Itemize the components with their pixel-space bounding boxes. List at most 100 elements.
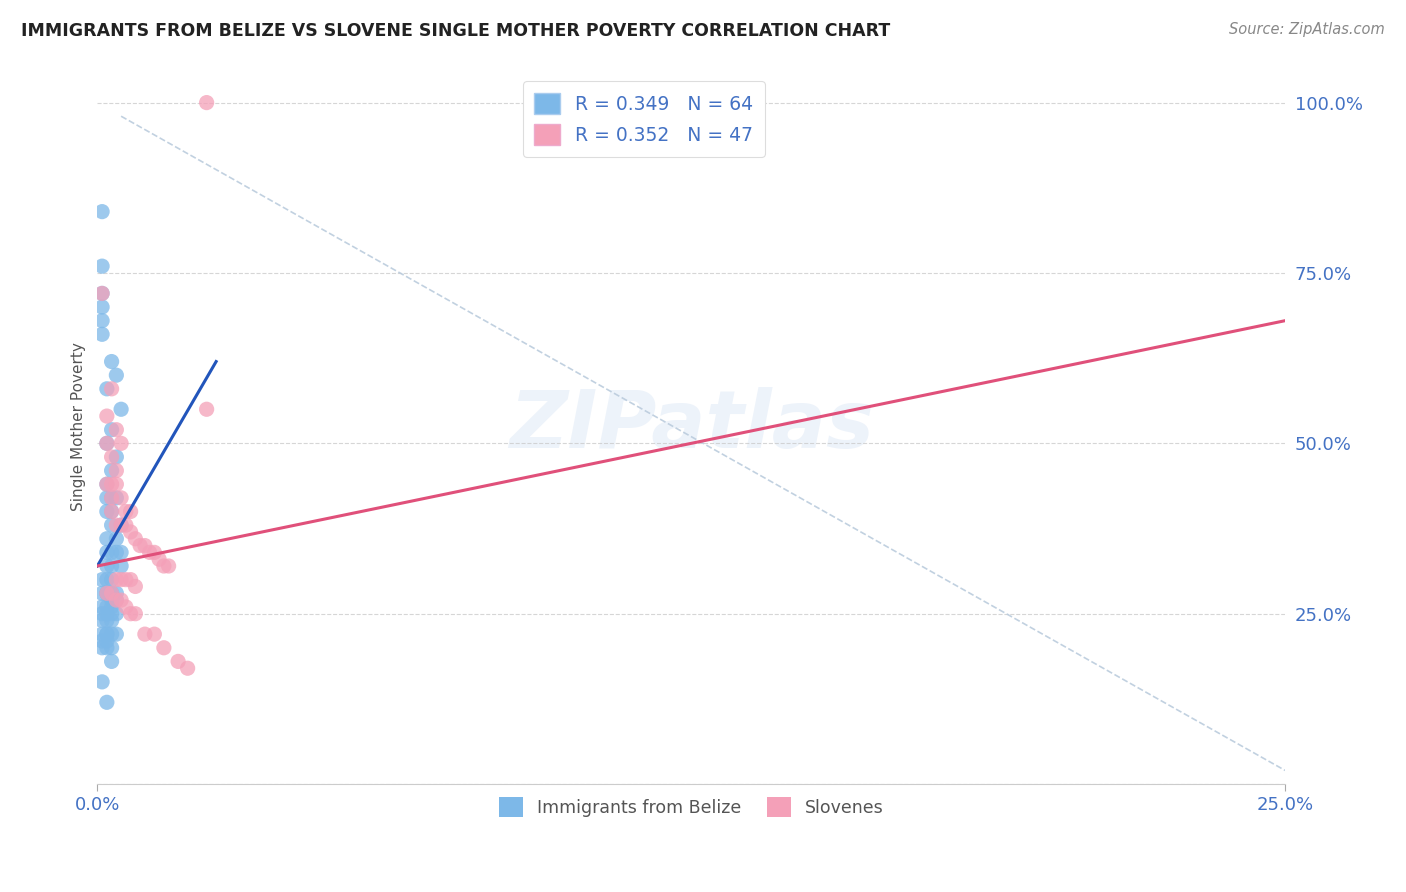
Point [96, 545, 118, 559]
Point [153, 559, 176, 574]
Point [100, 586, 122, 600]
Point [100, 477, 122, 491]
Point [91, 640, 114, 655]
Point [100, 491, 122, 505]
Point [91, 300, 114, 314]
Point [129, 539, 152, 553]
Point [105, 586, 128, 600]
Point [96, 586, 118, 600]
Point [124, 607, 146, 621]
Point [105, 593, 128, 607]
Point [91, 627, 114, 641]
Point [96, 504, 118, 518]
Point [100, 640, 122, 655]
Point [105, 450, 128, 464]
Legend: Immigrants from Belize, Slovenes: Immigrants from Belize, Slovenes [489, 788, 893, 825]
Point [91, 674, 114, 689]
Point [105, 593, 128, 607]
Point [100, 423, 122, 437]
Point [115, 573, 138, 587]
Point [91, 259, 114, 273]
Point [100, 593, 122, 607]
Point [110, 593, 132, 607]
Point [176, 661, 198, 675]
Point [105, 518, 128, 533]
Point [100, 559, 122, 574]
Point [96, 477, 118, 491]
Point [96, 695, 118, 709]
Point [91, 204, 114, 219]
Point [110, 518, 132, 533]
Point [100, 382, 122, 396]
Text: IMMIGRANTS FROM BELIZE VS SLOVENE SINGLE MOTHER POVERTY CORRELATION CHART: IMMIGRANTS FROM BELIZE VS SLOVENE SINGLE… [21, 22, 890, 40]
Point [115, 518, 138, 533]
Point [100, 518, 122, 533]
Point [105, 368, 128, 383]
Point [115, 599, 138, 614]
Point [91, 599, 114, 614]
Point [100, 614, 122, 628]
Point [110, 436, 132, 450]
Point [167, 654, 190, 668]
Y-axis label: Single Mother Poverty: Single Mother Poverty [72, 342, 86, 511]
Point [96, 586, 118, 600]
Point [143, 545, 166, 559]
Point [100, 654, 122, 668]
Point [96, 599, 118, 614]
Point [134, 627, 156, 641]
Point [100, 573, 122, 587]
Point [105, 464, 128, 478]
Point [100, 354, 122, 368]
Point [96, 382, 118, 396]
Point [105, 532, 128, 546]
Point [105, 573, 128, 587]
Point [96, 436, 118, 450]
Point [96, 607, 118, 621]
Point [110, 573, 132, 587]
Point [91, 327, 114, 342]
Point [110, 559, 132, 574]
Point [195, 402, 218, 417]
Point [100, 504, 122, 518]
Point [100, 607, 122, 621]
Point [138, 545, 160, 559]
Point [96, 586, 118, 600]
Point [96, 634, 118, 648]
Point [91, 607, 114, 621]
Point [96, 573, 118, 587]
Point [96, 436, 118, 450]
Point [124, 579, 146, 593]
Point [110, 402, 132, 417]
Point [195, 95, 218, 110]
Point [105, 545, 128, 559]
Point [96, 614, 118, 628]
Point [120, 573, 142, 587]
Point [100, 586, 122, 600]
Point [96, 491, 118, 505]
Point [91, 586, 114, 600]
Point [153, 640, 176, 655]
Point [100, 464, 122, 478]
Point [96, 640, 118, 655]
Point [100, 545, 122, 559]
Point [100, 491, 122, 505]
Point [91, 286, 114, 301]
Point [96, 627, 118, 641]
Point [96, 627, 118, 641]
Point [100, 599, 122, 614]
Point [96, 477, 118, 491]
Point [91, 286, 114, 301]
Point [157, 559, 180, 574]
Point [100, 627, 122, 641]
Point [105, 477, 128, 491]
Point [110, 545, 132, 559]
Point [105, 627, 128, 641]
Point [96, 532, 118, 546]
Text: Source: ZipAtlas.com: Source: ZipAtlas.com [1229, 22, 1385, 37]
Point [91, 313, 114, 327]
Point [91, 634, 114, 648]
Point [91, 573, 114, 587]
Text: ZIPatlas: ZIPatlas [509, 387, 873, 466]
Point [105, 423, 128, 437]
Point [91, 614, 114, 628]
